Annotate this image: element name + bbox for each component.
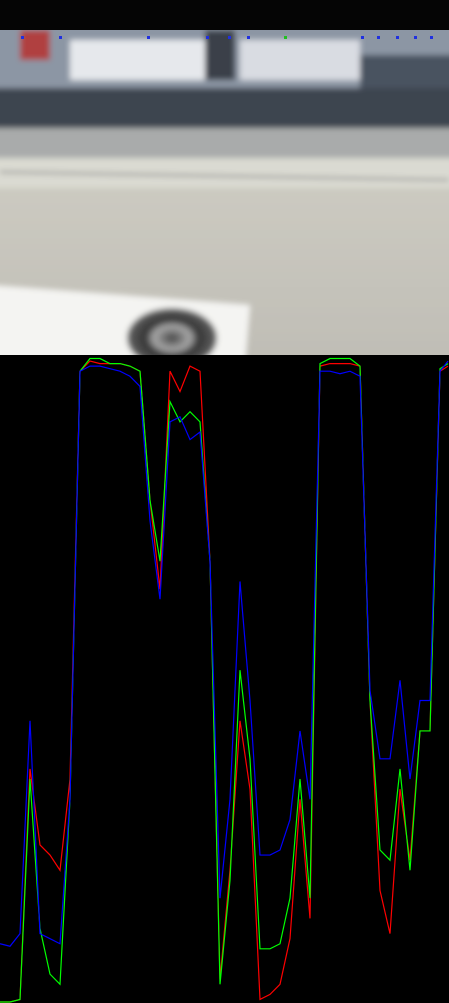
marker-dots: [21, 36, 433, 39]
camera-clip: [0, 30, 449, 355]
plot-background: [0, 355, 449, 1003]
top-bar: [0, 0, 449, 30]
camera-view: [0, 30, 449, 355]
series-line: [0, 360, 449, 947]
